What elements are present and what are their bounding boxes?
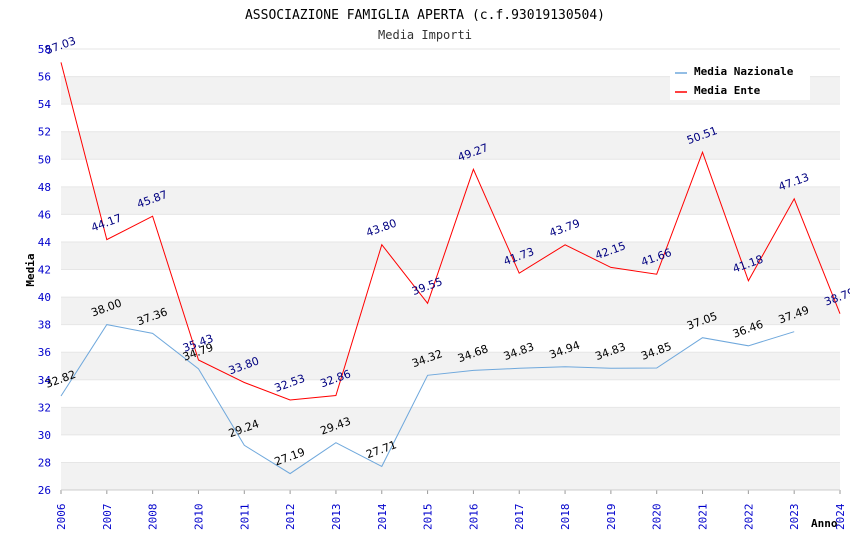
grid-band (61, 379, 840, 408)
chart-title: ASSOCIAZIONE FAMIGLIA APERTA (c.f.930191… (245, 8, 605, 23)
x-tick-label: 2022 (742, 504, 755, 531)
grid-band (61, 131, 840, 160)
y-tick-label: 38 (38, 319, 51, 332)
grid-band (61, 297, 840, 325)
y-tick-label: 42 (38, 264, 51, 277)
x-tick-label: 2021 (697, 504, 710, 531)
x-tick-label: 2012 (284, 504, 297, 531)
y-tick-label: 34 (38, 374, 52, 387)
x-tick-label: 2018 (559, 504, 572, 531)
y-tick-label: 56 (38, 71, 51, 84)
legend: Media Nazionale Media Ente (670, 60, 810, 100)
y-tick-label: 54 (38, 98, 52, 111)
grid-band (61, 241, 840, 270)
x-tick-label: 2017 (513, 504, 526, 531)
y-tick-label: 30 (38, 429, 51, 442)
grid-band (61, 159, 840, 187)
y-tick-label: 40 (38, 291, 51, 304)
grid-band (61, 104, 840, 132)
x-tick-label: 2019 (605, 504, 618, 531)
grid-bands (61, 48, 840, 491)
y-tick-label: 46 (38, 208, 51, 221)
y-axis-label: Media (24, 253, 37, 286)
y-tick-label: 26 (38, 484, 51, 497)
x-tick-label: 2020 (651, 504, 664, 531)
y-tick-label: 32 (38, 401, 51, 414)
series-group (60, 62, 841, 475)
grid-band (61, 462, 840, 490)
chart-subtitle: Media Importi (378, 28, 472, 42)
grid-band (61, 269, 840, 298)
y-tick-label: 28 (38, 456, 51, 469)
y-tick-label: 36 (38, 346, 51, 359)
x-tick-label: 2010 (192, 504, 205, 531)
series-line-media-nazionale (60, 324, 795, 475)
x-tick-label: 2015 (422, 504, 435, 531)
x-tick-label: 2023 (788, 504, 801, 531)
y-tick-label: 44 (38, 236, 52, 249)
y-tick-label: 50 (38, 153, 51, 166)
y-tick-label: 58 (38, 43, 51, 56)
legend-label-media-ente: Media Ente (694, 84, 761, 97)
grid-band (61, 434, 840, 463)
x-tick-label: 2013 (330, 504, 343, 531)
grid-band (61, 186, 840, 215)
series-line-media-ente (60, 62, 841, 401)
grid-band (61, 352, 840, 380)
grid-band (61, 407, 840, 435)
y-axis-ticks: 26 28 30 32 34 36 38 40 42 44 46 48 50 52 54 56 58 (38, 43, 52, 497)
legend-box (670, 60, 810, 100)
x-tick-label: 2006 (55, 504, 68, 531)
y-tick-label: 48 (38, 181, 51, 194)
x-axis-ticks: 2006 2007 2008 2010 2011 2012 2013 2014 2015 2016… (55, 490, 847, 530)
grid-band (61, 324, 840, 353)
x-tick-label: 2024 (834, 503, 847, 530)
y-tick-label: 52 (38, 126, 51, 139)
legend-label-media-nazionale: Media Nazionale (694, 65, 794, 78)
x-tick-label: 2007 (101, 504, 114, 531)
x-axis-label: Anno (811, 517, 838, 530)
x-tick-label: 2014 (376, 503, 389, 530)
x-tick-label: 2016 (467, 504, 480, 531)
x-tick-label: 2011 (238, 504, 251, 531)
x-tick-label: 2008 (147, 504, 160, 531)
